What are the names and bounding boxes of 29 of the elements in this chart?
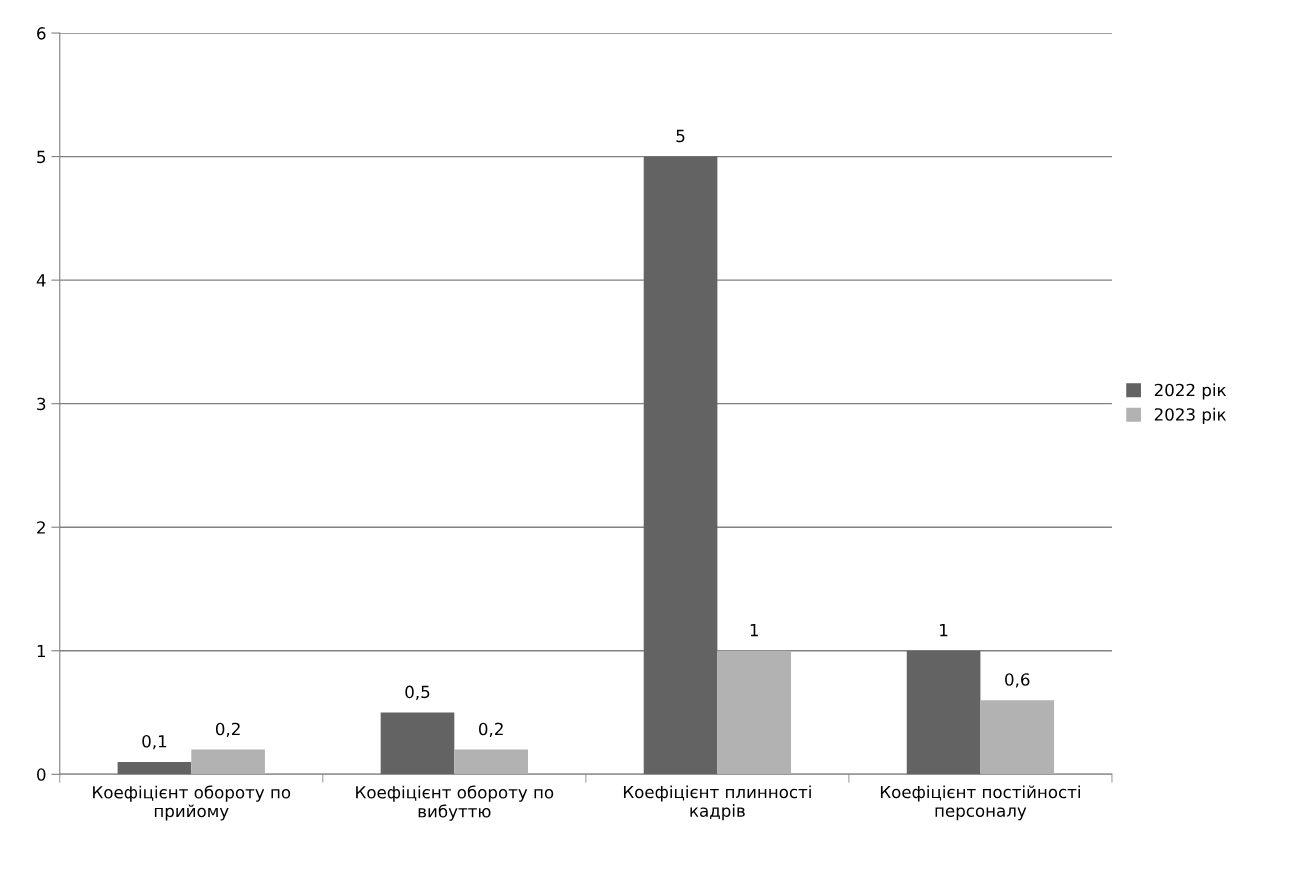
bar bbox=[117, 761, 192, 775]
x-tick-label: Коефіцієнт обороту по вибуттю bbox=[356, 785, 554, 821]
data-label: 0,5 bbox=[405, 685, 430, 700]
bar bbox=[191, 749, 265, 775]
bar bbox=[643, 156, 718, 775]
data-label: 1 bbox=[750, 624, 758, 637]
x-tick-label: Коефіцієнт плинності кадрів bbox=[623, 785, 811, 821]
bar bbox=[906, 650, 981, 775]
y-tick-label: 2 bbox=[37, 521, 45, 534]
y-tick-label: 0 bbox=[37, 768, 46, 781]
data-label: 0,1 bbox=[142, 735, 167, 750]
data-label: 0,6 bbox=[1005, 673, 1030, 688]
y-tick-label: 3 bbox=[37, 397, 46, 411]
y-tick-label: 1 bbox=[37, 644, 46, 658]
data-label: 0,2 bbox=[215, 722, 240, 737]
y-tick-label: 6 bbox=[37, 27, 46, 40]
y-tick-label: 5 bbox=[37, 150, 46, 164]
bar bbox=[380, 712, 455, 775]
bar bbox=[454, 749, 528, 775]
bar bbox=[980, 700, 1055, 775]
data-label: 1 bbox=[940, 624, 948, 637]
legend-label: 2023 рік bbox=[1154, 407, 1227, 424]
x-tick-label: Коефіцієнт постійності персоналу bbox=[880, 785, 1080, 821]
y-tick-label: 4 bbox=[36, 274, 46, 287]
data-label: 5 bbox=[676, 129, 685, 143]
data-label: 0,2 bbox=[479, 722, 503, 737]
bar bbox=[717, 650, 792, 775]
x-tick-label: Коефіцієнт обороту по прийому bbox=[93, 785, 291, 821]
legend-label: 2022 рік bbox=[1154, 383, 1227, 400]
